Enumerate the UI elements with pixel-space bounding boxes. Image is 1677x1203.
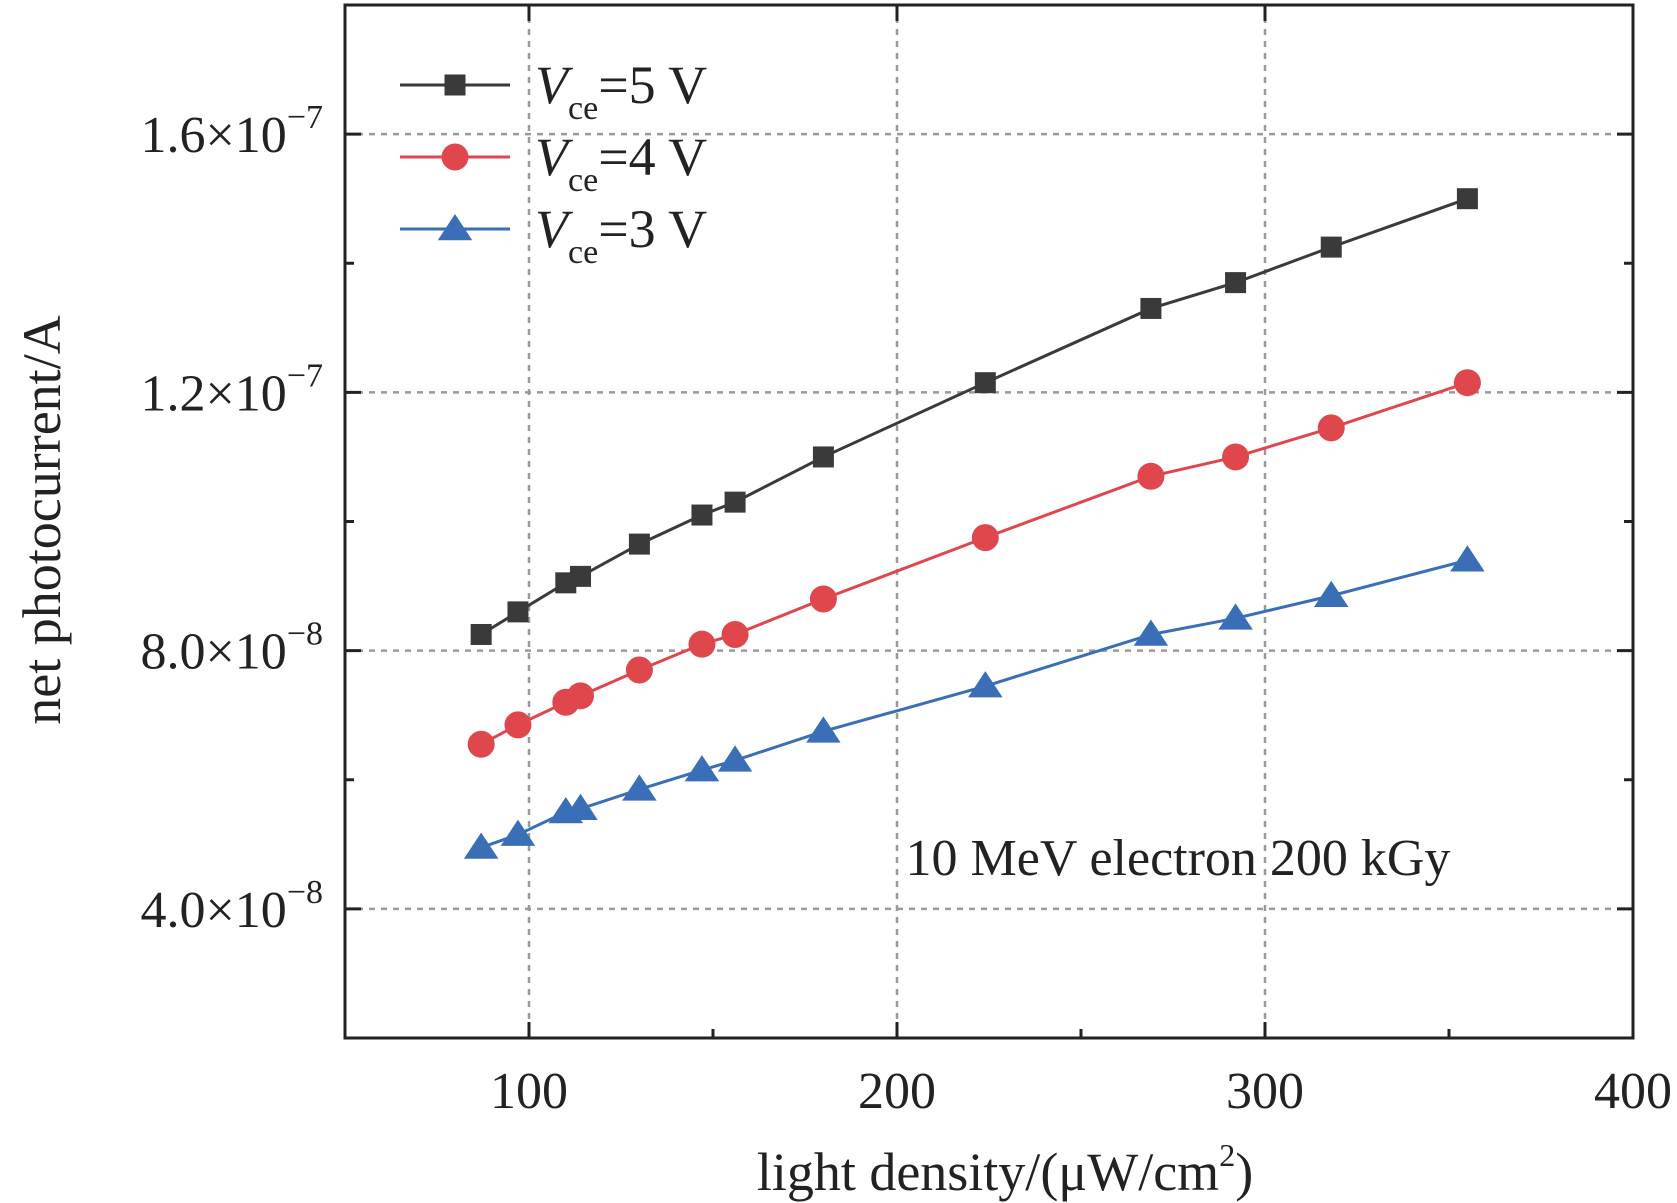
data-point: [684, 755, 720, 782]
y-tick-label: 4.0×10−8: [140, 874, 323, 939]
grid-lines: [345, 5, 1633, 1038]
data-point: [1225, 272, 1247, 294]
data-point: [567, 682, 595, 710]
data-point: [968, 671, 1003, 698]
x-axis-label-sup: 2: [1219, 1137, 1235, 1173]
legend-item: Vce=5 V: [400, 55, 707, 127]
legend-marker: [437, 214, 473, 241]
data-point: [504, 711, 532, 739]
data-point: [1222, 443, 1250, 471]
data-point: [1133, 619, 1169, 646]
data-point: [570, 565, 592, 587]
data-point: [1313, 580, 1349, 607]
data-point: [1456, 188, 1478, 210]
legend-item: Vce=3 V: [400, 199, 707, 271]
data-point: [625, 656, 653, 684]
data-point: [809, 585, 837, 613]
x-tick-label: 200: [858, 1063, 936, 1120]
data-point: [1450, 545, 1485, 572]
data-point: [507, 601, 529, 623]
x-axis-label-tail: ): [1235, 1142, 1253, 1202]
plot-series: [463, 188, 1485, 859]
data-point: [500, 819, 536, 846]
data-point: [806, 716, 841, 743]
data-point: [691, 504, 713, 526]
legend-label: Vce=5 V: [535, 55, 707, 127]
chart-annotation: 10 MeV electron 200 kGy: [906, 830, 1451, 887]
y-axis-label: net photocurrent/A: [12, 315, 72, 724]
y-tick-label: 8.0×10−8: [140, 616, 323, 681]
data-point: [628, 533, 650, 555]
data-point: [688, 630, 716, 658]
legend-label: Vce=4 V: [535, 127, 707, 199]
data-point: [717, 745, 753, 772]
axis-ticks: 100 200 300 400 4.0×10−8 8.0×10−8 1.2×10−7 1.6×…: [140, 5, 1672, 1120]
legend-marker: [444, 74, 466, 96]
series-1: [470, 188, 1478, 645]
data-point: [724, 491, 746, 513]
x-tick-label: 100: [490, 1063, 568, 1120]
data-point: [563, 793, 598, 821]
data-point: [812, 446, 834, 468]
x-axis-label: light density/(μW/cm2): [757, 1137, 1253, 1202]
legend-marker: [441, 143, 469, 171]
y-tick-label: 1.6×10−7: [140, 99, 323, 164]
data-point: [721, 620, 749, 648]
data-point: [971, 524, 999, 552]
legend-label: Vce=3 V: [535, 199, 707, 271]
data-point: [470, 623, 492, 645]
series-line: [480, 197, 1468, 636]
y-tick-label: 1.2×10−7: [140, 357, 323, 422]
data-point: [1140, 297, 1162, 319]
data-point: [622, 774, 657, 801]
x-tick-label: 400: [1594, 1063, 1672, 1120]
data-point: [1453, 369, 1481, 397]
x-axis-label-main: light density/(μW/cm: [757, 1142, 1219, 1202]
data-point: [1317, 414, 1345, 442]
data-point: [1137, 462, 1165, 490]
x-tick-label: 300: [1226, 1063, 1304, 1120]
data-point: [974, 372, 996, 394]
legend-item: Vce=4 V: [400, 127, 707, 199]
data-point: [463, 832, 499, 859]
data-point: [1218, 603, 1253, 630]
series-2: [467, 369, 1481, 758]
data-point: [467, 730, 495, 758]
data-point: [1320, 236, 1342, 258]
series-3: [463, 545, 1485, 859]
